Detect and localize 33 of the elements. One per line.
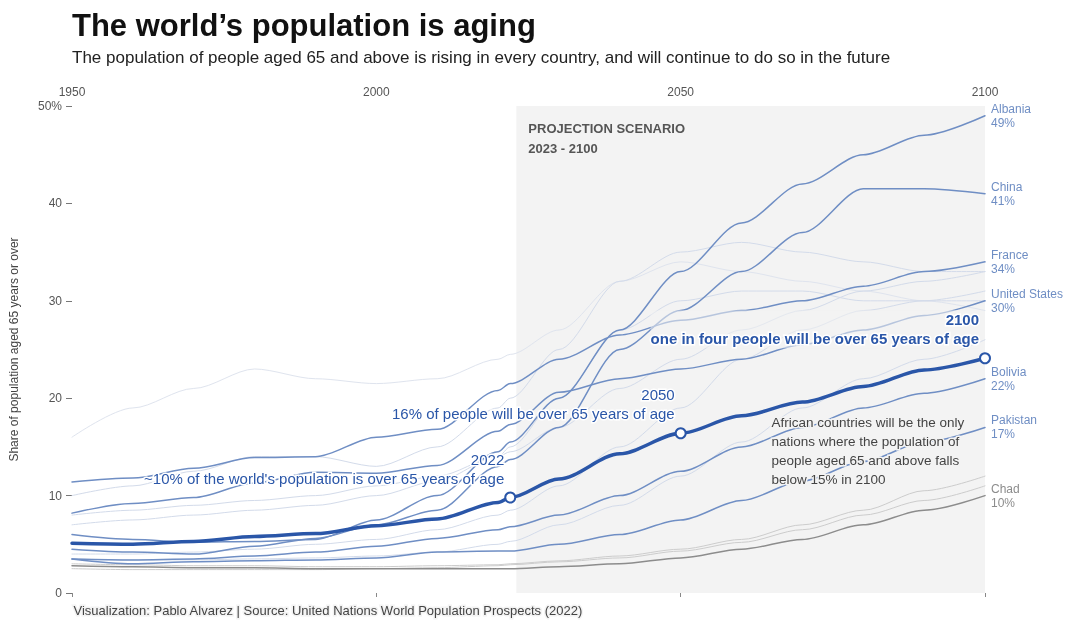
y-tick-label: 50% (37, 99, 63, 113)
data-label: 10% (991, 495, 1016, 510)
point (504, 491, 517, 504)
data-label: 30% (991, 300, 1016, 315)
data-label: 41% (991, 193, 1016, 208)
y-tick-label: 30 (48, 293, 63, 308)
series-label: Albania (991, 101, 1032, 116)
y-tick-label: 0 (55, 586, 63, 600)
point (674, 427, 687, 440)
point (979, 352, 991, 365)
series-label: Bolivia (991, 364, 1027, 379)
x-tick-label: 2050 (667, 85, 695, 99)
y-axis-title: Share of population aged 65 years or over (7, 237, 21, 462)
data-label: 22% (991, 378, 1016, 393)
y-tick-label: 20 (48, 391, 63, 406)
series-label: United States (991, 286, 1064, 301)
y-tick-label: 10 (48, 488, 63, 503)
data-label: 49% (991, 115, 1016, 130)
data-label: 34% (991, 261, 1016, 276)
y-tick-label: 40 (48, 196, 63, 211)
x-tick-label: 2000 (362, 85, 390, 99)
annotation: 2100 one in four people will be over 65 years of age (650, 311, 979, 348)
text: Visualization: Pablo Alvarez | Source: United Nations World Population Prospects (2022) (73, 603, 583, 618)
data-label: 17% (991, 427, 1016, 442)
chart-title: The world’s population is aging (72, 8, 537, 44)
chart-subtitle: The population of people aged 65 and above is rising in every country, and will continue to do so in the future (72, 48, 892, 68)
series-label: Chad (991, 481, 1020, 496)
series-label: France (991, 247, 1029, 262)
band-label: PROJECTION SCENARIO 2023 - 2100 (528, 120, 686, 156)
x-tick-label: 1950 (58, 85, 86, 99)
series-label: China (991, 179, 1023, 194)
series-label: Pakistan (991, 413, 1038, 428)
x-tick-label: 2100 (971, 85, 999, 99)
